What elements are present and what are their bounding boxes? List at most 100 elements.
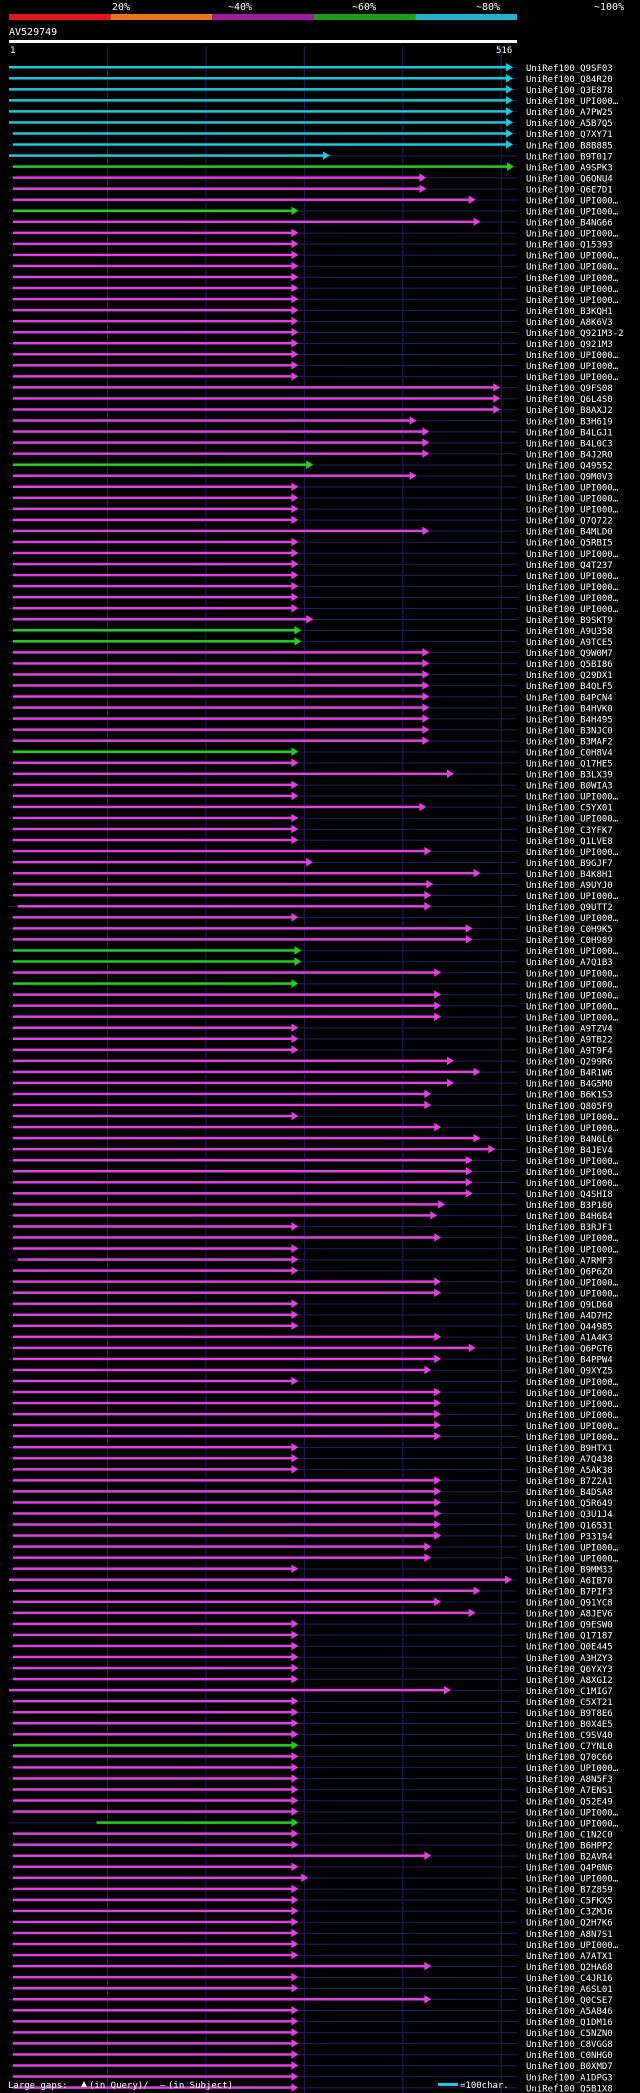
hit-label[interactable]: UniRef100_Q4T237 [526, 561, 613, 571]
hit-label[interactable]: UniRef100_A6IB70 [526, 1576, 613, 1586]
hit-row[interactable]: UniRef100_A5B7Q5 [9, 118, 613, 129]
hit-row[interactable]: UniRef100_Q44985 [9, 1321, 613, 1333]
hit-row[interactable]: UniRef100_UPI000… [9, 1431, 619, 1443]
hit-label[interactable]: UniRef100_C0NHG0 [526, 2051, 613, 2061]
hit-row[interactable]: UniRef100_Q7Q722 [9, 515, 613, 527]
hit-label[interactable]: UniRef100_UPI000… [526, 1764, 619, 1774]
hit-label[interactable]: UniRef100_C5NZN0 [526, 2029, 613, 2039]
hit-label[interactable]: UniRef100_Q9XYZ5 [526, 1367, 613, 1377]
hit-label[interactable]: UniRef100_B6HPP2 [526, 1841, 613, 1851]
hit-label[interactable]: UniRef100_Q9FS08 [526, 384, 613, 394]
hit-label[interactable]: UniRef100_B3NJC0 [526, 726, 613, 736]
hit-row[interactable]: UniRef100_C8VGG8 [9, 2039, 613, 2050]
hit-label[interactable]: UniRef100_C3ZMJ6 [526, 1908, 613, 1918]
hit-label[interactable]: UniRef100_B9T017 [526, 152, 613, 162]
hit-label[interactable]: UniRef100_B7PIF3 [526, 1588, 613, 1598]
hit-label[interactable]: UniRef100_UPI000… [526, 1378, 619, 1388]
hit-label[interactable]: UniRef100_Q70C66 [526, 1753, 613, 1763]
hit-row[interactable]: UniRef100_A3HZY3 [9, 1652, 613, 1664]
hit-label[interactable]: UniRef100_C5FKX5 [526, 1897, 613, 1907]
hit-label[interactable]: UniRef100_P33194 [526, 1532, 613, 1542]
hit-row[interactable]: UniRef100_Q9SF03 [9, 63, 613, 74]
hit-label[interactable]: UniRef100_Q9UTT2 [526, 903, 613, 913]
hit-label[interactable]: UniRef100_B9SKT9 [526, 616, 613, 626]
hit-label[interactable]: UniRef100_Q4P6N6 [526, 1864, 613, 1874]
hit-row[interactable]: UniRef100_UPI000… [9, 1178, 619, 1189]
hit-row[interactable]: UniRef100_UPI000… [9, 482, 619, 494]
hit-label[interactable]: UniRef100_A7ATX1 [526, 1952, 613, 1962]
hit-label[interactable]: UniRef100_Q6PGT6 [526, 1345, 613, 1355]
hit-row[interactable]: UniRef100_B9HTX1 [9, 1443, 613, 1454]
hit-row[interactable]: UniRef100_UPI000… [9, 1807, 619, 1818]
hit-row[interactable]: UniRef100_Q805F9 [9, 1100, 613, 1112]
hit-label[interactable]: UniRef100_UPI000… [526, 969, 619, 979]
hit-label[interactable]: UniRef100_UPI000… [526, 892, 619, 902]
hit-label[interactable]: UniRef100_B4MLD0 [526, 528, 613, 538]
hit-row[interactable]: UniRef100_C5FKX5 [9, 1895, 613, 1907]
hit-row[interactable]: UniRef100_UPI000… [9, 1398, 619, 1410]
hit-label[interactable]: UniRef100_B4DSA8 [526, 1488, 613, 1498]
hit-label[interactable]: UniRef100_A9TB22 [526, 1036, 613, 1046]
hit-row[interactable]: UniRef100_B9SKT9 [9, 615, 613, 626]
hit-row[interactable]: UniRef100_C0H9K5 [9, 924, 613, 935]
hit-label[interactable]: UniRef100_Q5BI86 [526, 660, 613, 670]
hit-row[interactable]: UniRef100_UPI000… [9, 1001, 619, 1012]
hit-row[interactable]: UniRef100_UPI000… [9, 1233, 619, 1244]
hit-label[interactable]: UniRef100_UPI000… [526, 351, 619, 361]
hit-row[interactable]: UniRef100_A8K6V3 [9, 316, 613, 328]
hit-row[interactable]: UniRef100_C0H989 [9, 935, 613, 946]
hit-label[interactable]: UniRef100_UPI000… [526, 1124, 619, 1134]
hit-row[interactable]: UniRef100_A8JEV6 [9, 1608, 613, 1620]
hit-label[interactable]: UniRef100_Q1DM16 [526, 2018, 613, 2028]
hit-label[interactable]: UniRef100_B8B885 [526, 141, 613, 151]
hit-label[interactable]: UniRef100_A1DPG3 [526, 2073, 613, 2083]
hit-label[interactable]: UniRef100_B4K8H1 [526, 870, 613, 880]
hit-row[interactable]: UniRef100_Q1DM16 [9, 2017, 613, 2028]
hit-label[interactable]: UniRef100_UPI000… [526, 208, 619, 218]
hit-row[interactable]: UniRef100_UPI000… [9, 1409, 619, 1421]
hit-label[interactable]: UniRef100_C0H8V4 [526, 748, 613, 758]
hit-label[interactable]: UniRef100_B2AVR4 [526, 1852, 613, 1862]
hit-row[interactable]: UniRef100_UPI000… [9, 990, 619, 1001]
hit-label[interactable]: UniRef100_Q44985 [526, 1323, 613, 1333]
hit-row[interactable]: UniRef100_UPI000… [9, 1012, 619, 1023]
hit-row[interactable]: UniRef100_B3H619 [9, 416, 613, 427]
hit-row[interactable]: UniRef100_B3MAF2 [9, 736, 613, 747]
hit-label[interactable]: UniRef100_UPI000… [526, 1422, 619, 1432]
hit-label[interactable]: UniRef100_B3LX39 [526, 771, 613, 781]
hit-label[interactable]: UniRef100_UPI000… [526, 594, 619, 604]
hit-row[interactable]: UniRef100_Q6E7D1 [9, 184, 613, 195]
hit-row[interactable]: UniRef100_P33194 [9, 1531, 613, 1542]
hit-row[interactable]: UniRef100_A9TCE5 [9, 637, 613, 648]
hit-row[interactable]: UniRef100_A5AK38 [9, 1465, 613, 1476]
hit-label[interactable]: UniRef100_B4H6B4 [526, 1212, 613, 1222]
hit-label[interactable]: UniRef100_Q921M3 [526, 340, 613, 350]
hit-label[interactable]: UniRef100_B4J2R0 [526, 450, 613, 460]
hit-label[interactable]: UniRef100_UPI000… [526, 252, 619, 262]
hit-label[interactable]: UniRef100_UPI000… [526, 1157, 619, 1167]
hit-row[interactable]: UniRef100_Q9UTT2 [9, 902, 613, 913]
hit-label[interactable]: UniRef100_A7Q438 [526, 1455, 613, 1465]
hit-row[interactable]: UniRef100_UPI000… [9, 1939, 619, 1951]
hit-row[interactable]: UniRef100_Q2H7K6 [9, 1917, 613, 1929]
hit-row[interactable]: UniRef100_UPI000… [9, 1244, 619, 1255]
hit-row[interactable]: UniRef100_UPI000… [9, 1288, 619, 1299]
hit-row[interactable]: UniRef100_A9U358 [9, 626, 613, 637]
hit-label[interactable]: UniRef100_UPI000… [526, 495, 619, 505]
hit-label[interactable]: UniRef100_Q5RBI5 [526, 539, 613, 549]
hit-label[interactable]: UniRef100_B9MM33 [526, 1565, 613, 1575]
hit-row[interactable]: UniRef100_UPI000… [9, 294, 619, 306]
hit-row[interactable]: UniRef100_UPI000… [9, 1122, 619, 1134]
hit-label[interactable]: UniRef100_B0XMD7 [526, 2062, 613, 2072]
hit-row[interactable]: UniRef100_UPI000… [9, 891, 619, 902]
hit-row[interactable]: UniRef100_Q49552 [9, 460, 613, 471]
hit-label[interactable]: UniRef100_UPI000… [526, 362, 619, 372]
hit-label[interactable]: UniRef100_Q805F9 [526, 1102, 613, 1112]
hit-label[interactable]: UniRef100_Q9W0M7 [526, 649, 613, 659]
hit-label[interactable]: UniRef100_UPI000… [526, 848, 619, 858]
hit-row[interactable]: UniRef100_B3RJF1 [9, 1222, 613, 1233]
hit-label[interactable]: UniRef100_B4L0C3 [526, 439, 613, 449]
hit-label[interactable]: UniRef100_UPI000… [526, 1245, 619, 1255]
hit-row[interactable]: UniRef100_B6K1S3 [9, 1089, 613, 1101]
hit-row[interactable]: UniRef100_B7PIF3 [9, 1586, 613, 1598]
